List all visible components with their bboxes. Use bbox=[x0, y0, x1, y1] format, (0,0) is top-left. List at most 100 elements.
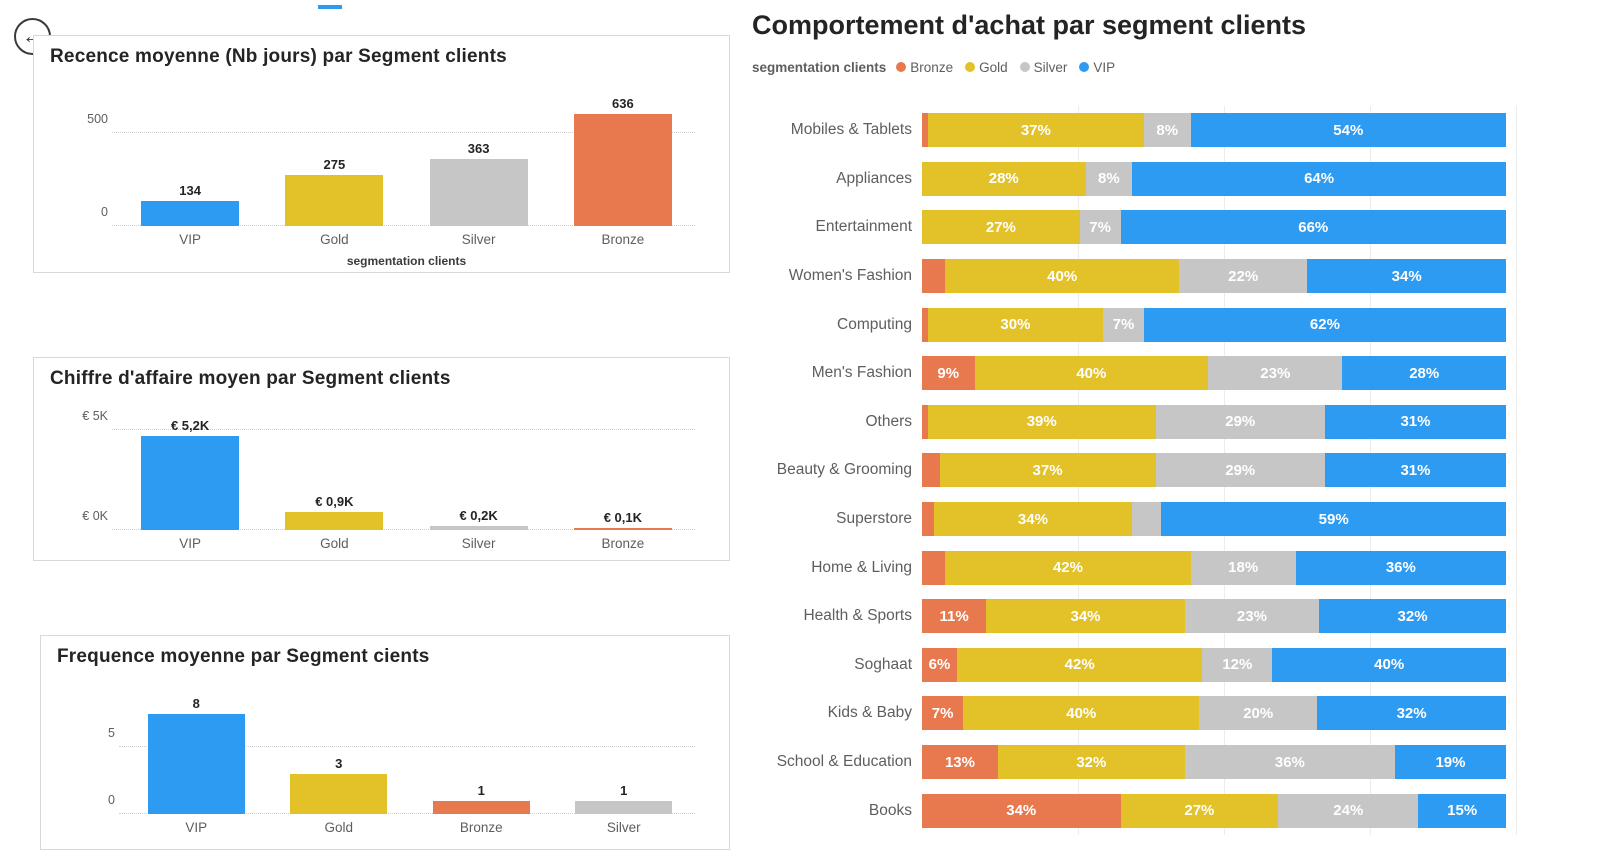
bar-column: € 0,2K bbox=[407, 418, 551, 530]
bar-segment-silver[interactable]: 29% bbox=[1155, 453, 1325, 488]
bar-segment-gold[interactable]: 30% bbox=[927, 307, 1104, 342]
category-label: Health & Sports bbox=[803, 607, 912, 625]
bar-segment-vip[interactable]: 19% bbox=[1395, 745, 1506, 780]
bar-segment-gold[interactable]: 40% bbox=[963, 696, 1200, 731]
bar-segment-bronze[interactable]: 11% bbox=[922, 599, 987, 634]
legend-item-vip[interactable]: VIP bbox=[1079, 60, 1115, 75]
bar-segment-silver[interactable]: 23% bbox=[1184, 599, 1320, 634]
stacked-bar: 34% 59% bbox=[922, 502, 1506, 537]
bar-segment-vip[interactable]: 31% bbox=[1324, 453, 1506, 488]
bar-gold[interactable] bbox=[290, 773, 388, 814]
bar-segment-gold[interactable]: 40% bbox=[945, 259, 1179, 294]
bar-segment-silver[interactable]: 23% bbox=[1208, 356, 1343, 391]
legend-item-gold[interactable]: Gold bbox=[965, 60, 1008, 75]
bar-segment-bronze[interactable] bbox=[922, 453, 940, 488]
category-label: Bronze bbox=[459, 820, 503, 835]
stacked-bar-row: Soghaat 6% 42% 12% 40% bbox=[752, 641, 1597, 690]
bar-segment-vip[interactable]: 36% bbox=[1295, 550, 1506, 585]
bar-gold[interactable] bbox=[285, 512, 384, 530]
bar-segment-gold[interactable]: 27% bbox=[1120, 793, 1279, 828]
category-label: Bronze bbox=[601, 536, 645, 551]
bar-segment-gold[interactable]: 37% bbox=[927, 113, 1144, 148]
bar-segment-vip[interactable]: 62% bbox=[1143, 307, 1506, 342]
bar-segment-vip[interactable]: 66% bbox=[1120, 210, 1506, 245]
bar-vip[interactable] bbox=[141, 201, 240, 226]
bar-column: 363 bbox=[407, 96, 551, 226]
bar-segment-bronze[interactable]: 9% bbox=[922, 356, 975, 391]
bar-segment-gold[interactable]: 40% bbox=[974, 356, 1209, 391]
legend-item-silver[interactable]: Silver bbox=[1019, 60, 1067, 75]
segment-value-label: 29% bbox=[1225, 413, 1256, 431]
recence-bar-chart: 134 275 363 636 500 0 VIP Gold Silver Bronze se… bbox=[50, 96, 713, 268]
bar-gold[interactable] bbox=[285, 174, 384, 226]
bar-segment-gold[interactable]: 28% bbox=[922, 161, 1086, 196]
bar-bronze[interactable] bbox=[573, 114, 672, 226]
bar-segment-bronze[interactable] bbox=[922, 113, 928, 148]
bar-segment-bronze[interactable] bbox=[922, 307, 928, 342]
x-axis-title: segmentation clients bbox=[346, 254, 467, 268]
bar-segment-silver[interactable]: 18% bbox=[1190, 550, 1296, 585]
legend-item-bronze[interactable]: Bronze bbox=[896, 60, 953, 75]
bar-segment-bronze[interactable] bbox=[922, 404, 928, 439]
bar-segment-vip[interactable]: 32% bbox=[1317, 696, 1506, 731]
bar-segment-silver[interactable]: 29% bbox=[1155, 404, 1325, 439]
bar-segment-vip[interactable]: 64% bbox=[1132, 161, 1506, 196]
legend-items: Bronze Gold Silver VIP bbox=[896, 60, 1115, 75]
segment-value-label: 12% bbox=[1222, 656, 1253, 674]
segment-value-label: 42% bbox=[1064, 656, 1095, 674]
bar-bronze[interactable] bbox=[573, 528, 672, 530]
legend-color-dot bbox=[1019, 62, 1030, 72]
category-label: VIP bbox=[185, 820, 208, 835]
gridline bbox=[112, 529, 695, 530]
gridline bbox=[112, 132, 695, 134]
bar-segment-vip[interactable]: 40% bbox=[1272, 647, 1506, 682]
bar-segment-silver[interactable]: 22% bbox=[1178, 259, 1308, 294]
bar-segment-silver[interactable]: 12% bbox=[1202, 647, 1273, 682]
bar-segment-bronze[interactable] bbox=[922, 259, 946, 294]
bar-silver[interactable] bbox=[575, 800, 673, 814]
bar-segment-silver[interactable] bbox=[1132, 502, 1162, 537]
bar-segment-bronze[interactable]: 13% bbox=[922, 745, 998, 780]
y-axis-tick-label: 5 bbox=[108, 725, 115, 740]
segment-value-label: 32% bbox=[1396, 704, 1427, 722]
bar-segment-silver[interactable]: 7% bbox=[1103, 307, 1144, 342]
bar-segment-gold[interactable]: 39% bbox=[927, 404, 1156, 439]
bar-segment-gold[interactable]: 32% bbox=[997, 745, 1185, 780]
bar-segment-gold[interactable]: 34% bbox=[986, 599, 1185, 634]
bar-segment-gold[interactable]: 42% bbox=[945, 550, 1191, 585]
bar-segment-vip[interactable]: 15% bbox=[1418, 793, 1506, 828]
bar-segment-vip[interactable]: 34% bbox=[1307, 259, 1506, 294]
bar-segment-gold[interactable]: 37% bbox=[939, 453, 1156, 488]
bar-bronze[interactable] bbox=[432, 800, 530, 814]
bar-segment-vip[interactable]: 59% bbox=[1161, 502, 1506, 537]
bar-segment-silver[interactable]: 8% bbox=[1143, 113, 1191, 148]
stacked-bar: 7% 40% 20% 32% bbox=[922, 696, 1506, 731]
bar-silver[interactable] bbox=[429, 526, 528, 530]
bar-segment-bronze[interactable]: 6% bbox=[922, 647, 958, 682]
bar-segment-silver[interactable]: 20% bbox=[1199, 696, 1318, 731]
bar-segment-silver[interactable]: 36% bbox=[1184, 745, 1396, 780]
bar-segment-bronze[interactable] bbox=[922, 550, 946, 585]
bar-segment-vip[interactable]: 31% bbox=[1324, 404, 1506, 439]
gridline bbox=[112, 225, 695, 226]
bar-segment-gold[interactable]: 27% bbox=[922, 210, 1080, 245]
stacked-bar-row: Superstore 34% 59% bbox=[752, 495, 1597, 544]
bar-segment-bronze[interactable]: 7% bbox=[922, 696, 964, 731]
y-axis-tick-label: € 5K bbox=[82, 409, 108, 423]
segment-value-label: 7% bbox=[1089, 218, 1111, 236]
bar-segment-vip[interactable]: 32% bbox=[1319, 599, 1506, 634]
segment-value-label: 20% bbox=[1243, 704, 1274, 722]
bar-vip[interactable] bbox=[141, 436, 240, 530]
bar-segment-silver[interactable]: 24% bbox=[1278, 793, 1419, 828]
bar-segment-silver[interactable]: 7% bbox=[1079, 210, 1121, 245]
bar-segment-vip[interactable]: 54% bbox=[1190, 113, 1506, 148]
bar-silver[interactable] bbox=[429, 158, 528, 226]
bar-segment-bronze[interactable]: 34% bbox=[922, 793, 1121, 828]
bar-segment-gold[interactable]: 42% bbox=[957, 647, 1203, 682]
bar-vip[interactable] bbox=[147, 714, 245, 814]
bar-segment-bronze[interactable] bbox=[922, 502, 934, 537]
bar-segment-vip[interactable]: 28% bbox=[1342, 356, 1506, 391]
bar-value-label: 1 bbox=[477, 782, 485, 798]
bar-segment-silver[interactable]: 8% bbox=[1085, 161, 1133, 196]
bar-segment-gold[interactable]: 34% bbox=[933, 502, 1133, 537]
